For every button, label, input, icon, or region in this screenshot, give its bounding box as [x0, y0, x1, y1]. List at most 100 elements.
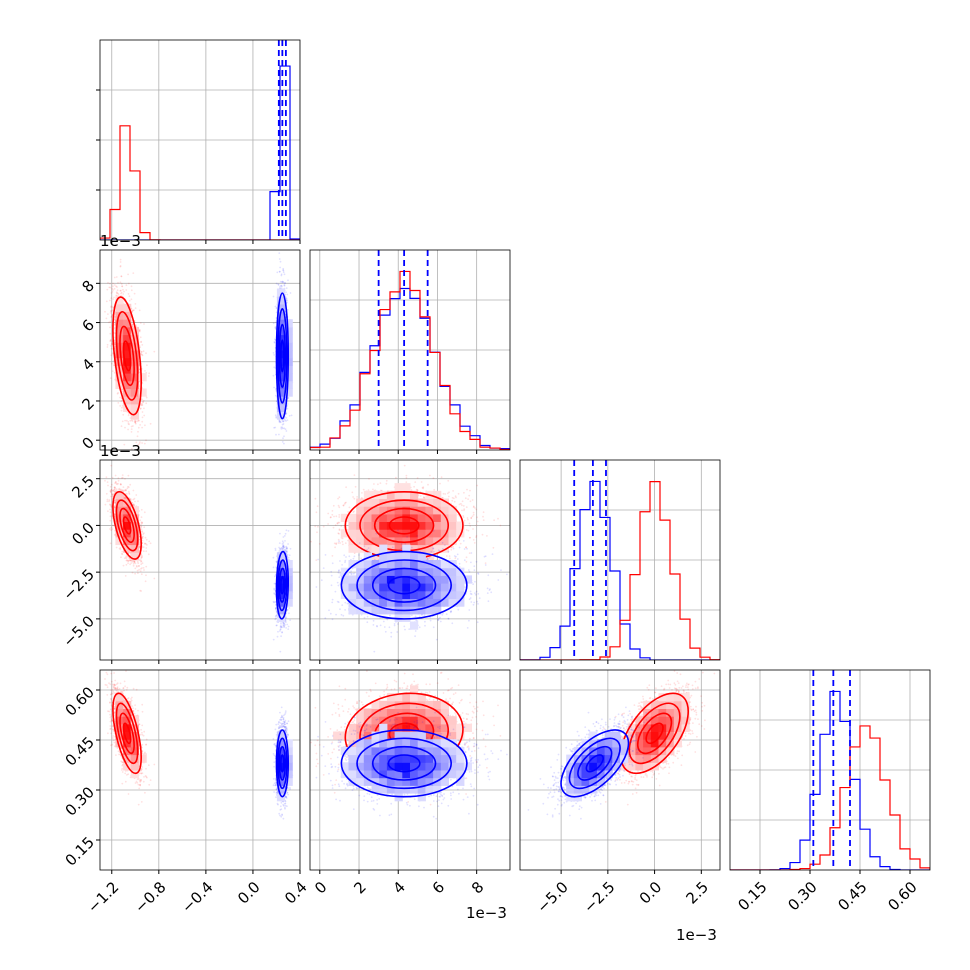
contour-series-0	[112, 490, 142, 560]
panel-frame	[309, 459, 511, 661]
y-tick-label-row2: 0.0	[68, 519, 98, 549]
contour-series-1	[277, 308, 288, 404]
contour-series-0	[119, 507, 135, 544]
contour-series-0	[119, 325, 135, 387]
histogram-series-0	[730, 725, 930, 870]
panel-frame	[99, 459, 301, 661]
contour-series-0	[645, 722, 664, 745]
panel-frame	[99, 669, 301, 871]
contour-series-1	[278, 745, 287, 781]
contour-series-1	[278, 323, 287, 389]
panel-2-0	[100, 460, 300, 660]
y-tick-label-row3: 0.30	[62, 783, 98, 819]
diag-panel-1	[310, 250, 510, 450]
y-tick-label-row1: 2	[79, 394, 98, 413]
histogram-series-1	[100, 65, 300, 240]
contour-series-0	[115, 310, 139, 401]
x-tick-label-col0: 0.4	[281, 878, 311, 908]
x-tick-label-col3: 0.30	[784, 878, 820, 914]
panel-3-0	[100, 670, 300, 870]
contour-series-0	[388, 516, 420, 535]
x-tick-label-col0: −1.2	[84, 878, 122, 916]
histogram-series-0	[100, 125, 300, 240]
contour-series-1	[280, 754, 285, 773]
panel-3-2	[520, 670, 720, 870]
row2-y-offset-label: 1e−3	[100, 442, 141, 460]
panel-frame	[309, 249, 511, 451]
contour-series-1	[277, 737, 288, 790]
x-tick-label-col1: 0	[311, 878, 330, 897]
contour-series-1	[280, 339, 285, 373]
diag-panel-0	[100, 40, 300, 240]
col1-x-offset-label: 1e−3	[466, 904, 507, 922]
x-tick-label-col3: 0.15	[734, 878, 770, 914]
contour-series-0	[122, 516, 132, 535]
contour-series-0	[373, 507, 435, 544]
contour-series-1	[585, 754, 604, 773]
x-tick-label-col2: 0.0	[636, 878, 666, 908]
x-tick-label-col3: 0.45	[834, 878, 870, 914]
contour-series-0	[115, 702, 139, 765]
contour-series-0	[628, 702, 681, 765]
contour-series-0	[115, 499, 139, 552]
labels-layer: 1e−3 1e−3 1e−3 1e−3 −1.2 −0.8 −0.4 0.0 0.4 0 2…	[60, 232, 921, 944]
contour-series-1	[356, 559, 452, 612]
y-tick-label-row2: −5.0	[60, 612, 98, 650]
contour-series-1	[387, 754, 421, 773]
contour-series-0	[122, 340, 132, 372]
panels-layer	[96, 39, 931, 874]
y-tick-label-row1: 4	[79, 355, 98, 374]
contour-series-1	[278, 567, 287, 603]
y-tick-label-row3: 0.15	[62, 833, 98, 869]
contour-series-0	[122, 722, 132, 745]
density-series-1	[340, 544, 472, 630]
panel-2-1	[310, 460, 510, 660]
y-tick-label-row2: −2.5	[60, 565, 98, 603]
contour-series-1	[387, 576, 421, 595]
histogram-series-0	[310, 270, 510, 450]
y-tick-label-row2: 2.5	[68, 472, 98, 502]
y-tick-label-row3: 0.60	[62, 683, 98, 719]
x-tick-label-col0: −0.4	[178, 878, 216, 916]
x-tick-label-col0: 0.0	[234, 878, 264, 908]
panel-3-1	[310, 670, 510, 870]
contour-series-1	[275, 292, 290, 420]
x-tick-label-col1: 6	[429, 878, 448, 897]
diag-panel-3	[730, 670, 930, 870]
y-tick-label-row1: 6	[79, 316, 98, 335]
x-tick-label-col0: −0.8	[131, 878, 169, 916]
panel-frame	[729, 669, 931, 871]
contour-series-1	[340, 550, 468, 620]
row1-y-offset-label: 1e−3	[100, 232, 141, 250]
histogram-series-1	[520, 480, 720, 660]
histogram-series-1	[310, 287, 510, 450]
contour-series-1	[275, 729, 290, 798]
diag-panel-2	[520, 460, 720, 660]
contour-series-0	[636, 712, 673, 755]
x-tick-label-col3: 0.60	[884, 878, 920, 914]
contour-series-1	[275, 550, 290, 620]
contour-series-0	[620, 692, 690, 775]
contour-series-1	[568, 737, 621, 790]
x-tick-label-col1: 4	[390, 878, 409, 897]
contour-series-1	[277, 559, 288, 612]
y-tick-label-row1: 8	[79, 277, 98, 296]
panel-frame	[519, 669, 721, 871]
panel-frame	[99, 249, 301, 451]
histogram-series-0	[520, 480, 720, 660]
contour-series-0	[112, 296, 142, 416]
contour-series-0	[112, 692, 142, 775]
panel-frame	[519, 459, 721, 661]
contour-series-1	[371, 745, 437, 781]
contour-series-1	[280, 576, 285, 595]
contour-series-1	[371, 567, 437, 603]
y-tick-label-row3: 0.45	[62, 733, 98, 769]
x-tick-label-col2: 2.5	[682, 878, 712, 908]
contour-series-1	[577, 745, 613, 781]
x-tick-label-col2: −2.5	[580, 878, 618, 916]
x-tick-label-col2: −5.0	[533, 878, 571, 916]
panel-frame	[309, 669, 511, 871]
col2-x-offset-label: 1e−3	[676, 926, 717, 944]
contour-series-1	[340, 729, 468, 798]
